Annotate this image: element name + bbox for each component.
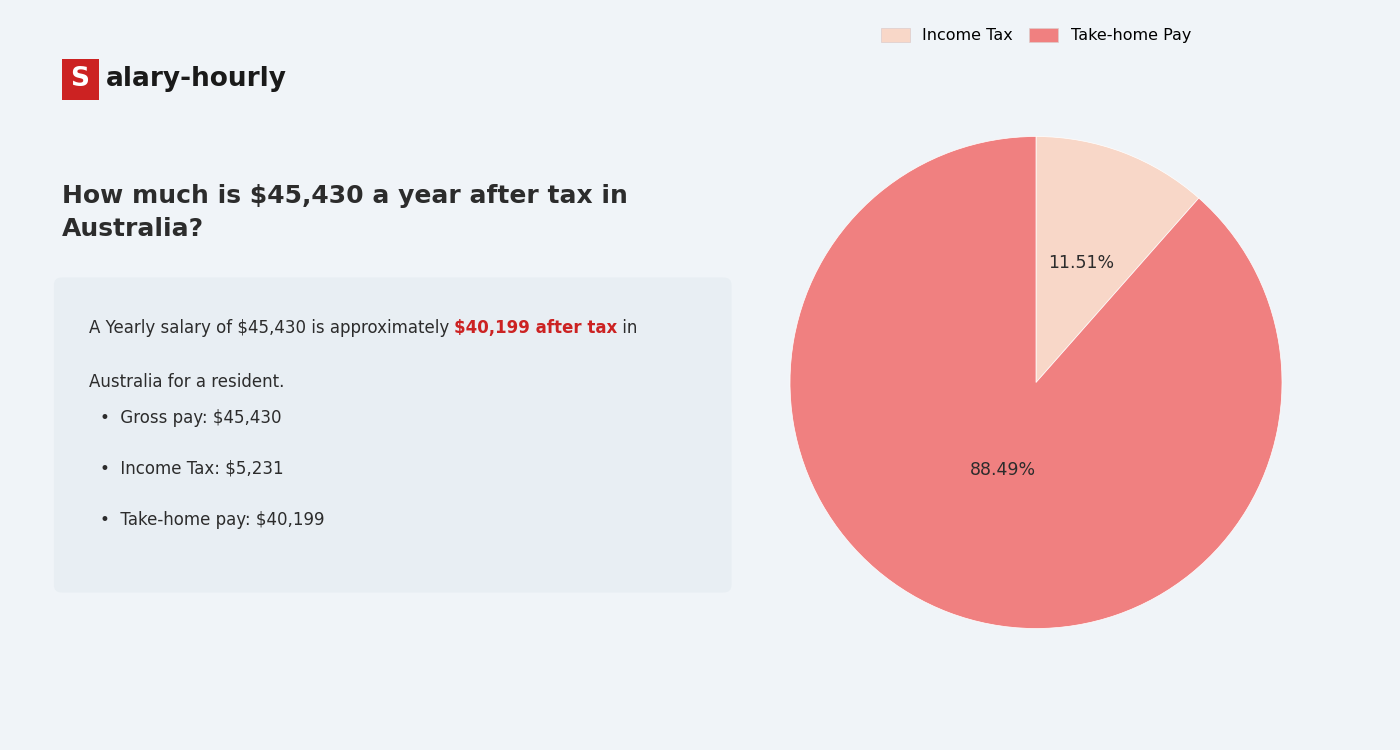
Text: $40,199 after tax: $40,199 after tax (454, 319, 617, 337)
Text: in: in (617, 319, 637, 337)
Text: •  Gross pay: $45,430: • Gross pay: $45,430 (101, 409, 281, 427)
Text: 88.49%: 88.49% (970, 461, 1036, 479)
Text: Australia for a resident.: Australia for a resident. (88, 373, 284, 391)
FancyBboxPatch shape (55, 278, 732, 592)
Text: A Yearly salary of $45,430 is approximately: A Yearly salary of $45,430 is approximat… (88, 319, 454, 337)
Text: alary-hourly: alary-hourly (105, 67, 287, 92)
Text: How much is $45,430 a year after tax in
Australia?: How much is $45,430 a year after tax in … (62, 184, 627, 242)
Text: 11.51%: 11.51% (1049, 254, 1114, 272)
Text: •  Income Tax: $5,231: • Income Tax: $5,231 (101, 460, 284, 478)
FancyBboxPatch shape (62, 58, 98, 100)
Wedge shape (790, 136, 1282, 628)
Text: •  Take-home pay: $40,199: • Take-home pay: $40,199 (101, 511, 325, 529)
Wedge shape (1036, 136, 1198, 382)
Legend: Income Tax, Take-home Pay: Income Tax, Take-home Pay (875, 22, 1197, 50)
Text: S: S (70, 67, 90, 92)
